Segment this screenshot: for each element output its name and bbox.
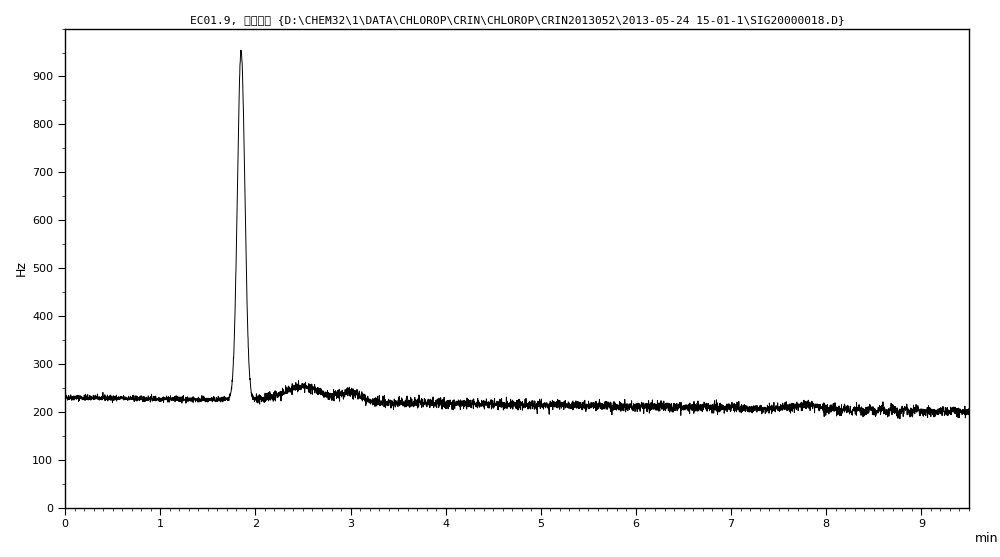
X-axis label: min: min [975,531,999,545]
Title: EC01.9, 文件编号 {D:\CHEM32\1\DATA\CHLOROP\CRIN\CHLOROP\CRIN2013052\2013-05-24 15-01: EC01.9, 文件编号 {D:\CHEM32\1\DATA\CHLOROP\C… [190,15,844,25]
Y-axis label: Hz: Hz [15,260,28,276]
